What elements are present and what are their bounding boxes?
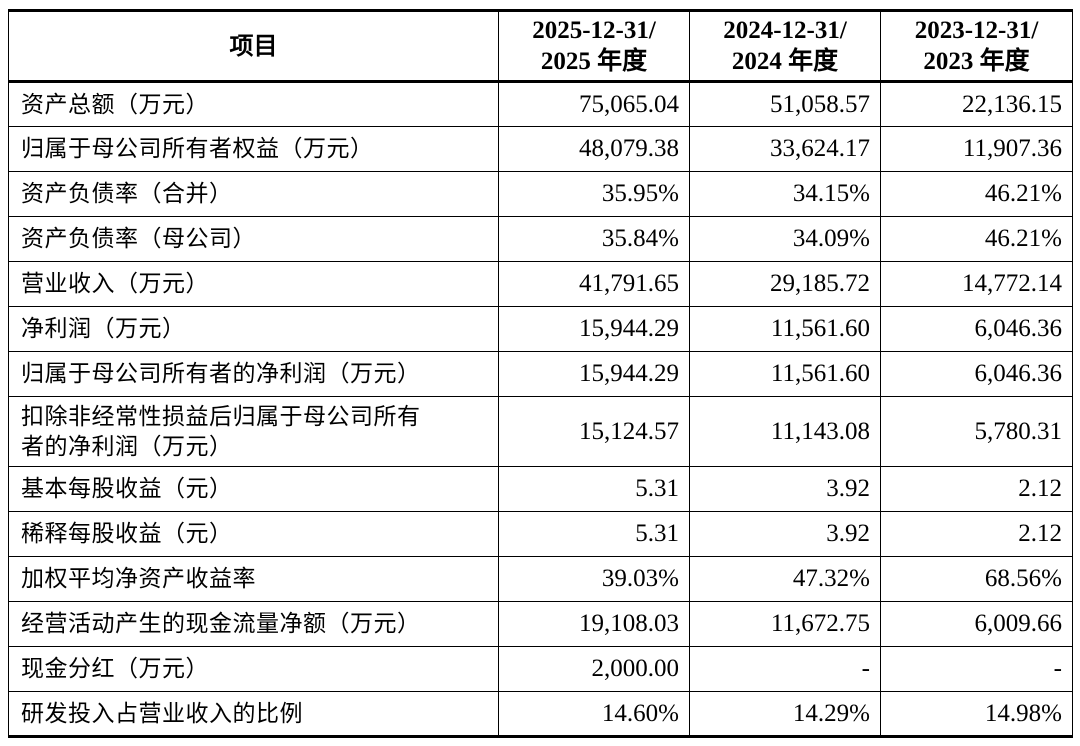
table-row: 资产总额（万元） 75,065.04 51,058.57 22,136.15 [8,81,1073,127]
header-period-line1: 2023-12-31/ [914,17,1039,44]
table-row: 资产负债率（母公司） 35.84% 34.09% 46.21% [8,216,1073,262]
row-value-2024: 3.92 [689,466,881,512]
header-period-line1: 2025-12-31/ [532,17,656,44]
table-row: 扣除非经常性损益后归属于母公司所有 者的净利润（万元） 15,124.57 11… [8,396,1073,467]
header-period-line2: 2025 年度 [540,48,648,75]
financial-summary-table: 项目 2025-12-31/ 2025 年度 2024-12-31/ 2024 … [8,9,1073,738]
header-row: 项目 2025-12-31/ 2025 年度 2024-12-31/ 2024 … [8,10,1073,83]
header-period-line2: 2024 年度 [731,48,839,75]
header-period-line1: 2024-12-31/ [723,17,847,44]
row-value-2025: 15,944.29 [498,306,690,352]
row-value-2025: 15,944.29 [498,351,690,397]
row-value-2024: 14.29% [689,691,881,737]
row-value-2023: 46.21% [880,171,1073,217]
row-value-2025: 41,791.65 [498,261,690,307]
row-value-2024: 33,624.17 [689,126,881,172]
row-value-2025: 19,108.03 [498,601,690,647]
row-value-2023: 5,780.31 [880,396,1073,467]
row-value-2024: 47.32% [689,556,881,602]
table-row: 资产负债率（合并） 35.95% 34.15% 46.21% [8,171,1073,217]
table-row: 归属于母公司所有者的净利润（万元） 15,944.29 11,561.60 6,… [8,351,1073,397]
row-label-line2: 者的净利润（万元） [21,433,233,460]
row-value-2023: 22,136.15 [880,81,1073,127]
row-value-2024: 29,185.72 [689,261,881,307]
row-value-2025: 14.60% [498,691,690,737]
row-value-2025: 75,065.04 [498,81,690,127]
row-value-2025: 15,124.57 [498,396,690,467]
row-value-2025: 2,000.00 [498,646,690,692]
row-value-2024: 3.92 [689,511,881,557]
row-value-2024: 34.09% [689,216,881,262]
row-label: 加权平均净资产收益率 [8,556,499,602]
row-label: 经营活动产生的现金流量净额（万元） [8,601,499,647]
row-value-2023: 2.12 [880,466,1073,512]
row-value-2024: 11,143.08 [689,396,881,467]
row-label: 资产负债率（母公司） [8,216,499,262]
row-label: 归属于母公司所有者权益（万元） [8,126,499,172]
row-value-2025: 48,079.38 [498,126,690,172]
row-value-2025: 35.84% [498,216,690,262]
row-label: 现金分红（万元） [8,646,499,692]
table-header: 项目 2025-12-31/ 2025 年度 2024-12-31/ 2024 … [8,10,1073,83]
row-value-2024: 11,561.60 [689,351,881,397]
table-row: 经营活动产生的现金流量净额（万元） 19,108.03 11,672.75 6,… [8,601,1073,647]
row-value-2023: 2.12 [880,511,1073,557]
row-label: 基本每股收益（元） [8,466,499,512]
row-value-2023: 46.21% [880,216,1073,262]
row-value-2023: 6,046.36 [880,306,1073,352]
row-value-2025: 35.95% [498,171,690,217]
row-label: 研发投入占营业收入的比例 [8,691,499,737]
row-value-2023: 14.98% [880,691,1073,737]
row-value-2023: 14,772.14 [880,261,1073,307]
header-period-2025: 2025-12-31/ 2025 年度 [498,10,690,83]
row-label: 营业收入（万元） [8,261,499,307]
row-label: 扣除非经常性损益后归属于母公司所有 者的净利润（万元） [8,396,499,467]
row-value-2025: 5.31 [498,466,690,512]
row-label-line1: 扣除非经常性损益后归属于母公司所有 [21,403,421,430]
row-value-2023: 11,907.36 [880,126,1073,172]
header-period-line2: 2023 年度 [923,48,1030,75]
row-value-2024: 11,561.60 [689,306,881,352]
table-row: 基本每股收益（元） 5.31 3.92 2.12 [8,466,1073,512]
row-label: 稀释每股收益（元） [8,511,499,557]
header-item: 项目 [8,10,499,83]
table-row: 研发投入占营业收入的比例 14.60% 14.29% 14.98% [8,691,1073,737]
row-value-2024: - [689,646,881,692]
financial-summary-table-wrapper: 项目 2025-12-31/ 2025 年度 2024-12-31/ 2024 … [8,9,1073,738]
row-value-2023: 68.56% [880,556,1073,602]
table-row: 现金分红（万元） 2,000.00 - - [8,646,1073,692]
row-label: 资产负债率（合并） [8,171,499,217]
row-value-2025: 5.31 [498,511,690,557]
header-period-2023: 2023-12-31/ 2023 年度 [880,10,1073,83]
table-row: 稀释每股收益（元） 5.31 3.92 2.12 [8,511,1073,557]
row-label: 净利润（万元） [8,306,499,352]
row-value-2024: 11,672.75 [689,601,881,647]
row-label: 归属于母公司所有者的净利润（万元） [8,351,499,397]
row-value-2023: 6,046.36 [880,351,1073,397]
table-body: 资产总额（万元） 75,065.04 51,058.57 22,136.15 归… [8,81,1073,737]
table-row: 营业收入（万元） 41,791.65 29,185.72 14,772.14 [8,261,1073,307]
header-period-2024: 2024-12-31/ 2024 年度 [689,10,881,83]
row-value-2023: 6,009.66 [880,601,1073,647]
table-row: 归属于母公司所有者权益（万元） 48,079.38 33,624.17 11,9… [8,126,1073,172]
table-row: 净利润（万元） 15,944.29 11,561.60 6,046.36 [8,306,1073,352]
row-value-2024: 34.15% [689,171,881,217]
row-value-2024: 51,058.57 [689,81,881,127]
row-value-2025: 39.03% [498,556,690,602]
table-row: 加权平均净资产收益率 39.03% 47.32% 68.56% [8,556,1073,602]
row-value-2023: - [880,646,1073,692]
row-label: 资产总额（万元） [8,81,499,127]
